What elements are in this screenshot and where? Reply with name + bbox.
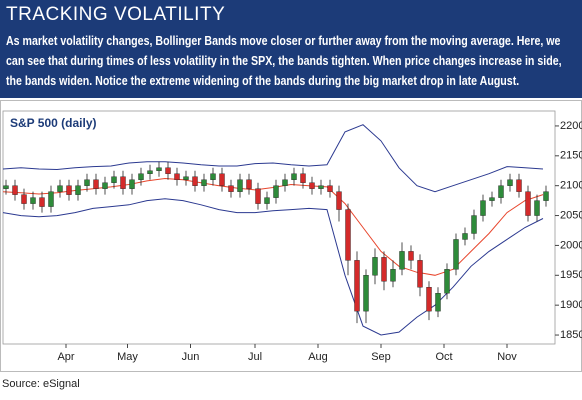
candle-body [156,167,162,171]
candle-body [147,170,153,174]
candle-body [471,215,477,234]
candle-body [444,269,450,294]
candle-body [453,239,459,270]
candle-body [48,191,54,207]
x-tick-label: Apr [57,351,74,363]
upper-band [2,124,544,193]
chart-title: S&P 500 (daily) [10,116,96,130]
candle-body [111,176,117,183]
candle-body [264,197,270,204]
candle-body [435,293,441,312]
middle-band [2,177,544,276]
candle-body [183,176,189,180]
candle-body [237,179,243,192]
y-tick-label: 2200 [560,120,582,132]
y-tick-label: 2050 [560,209,582,221]
y-tick-label: 2150 [560,150,582,162]
x-tick-label: Aug [308,351,328,363]
candle-body [165,167,171,174]
candle-body [174,173,180,180]
candle-body [129,179,135,189]
candle-body [246,179,252,189]
candle-body [480,200,486,216]
candle-body [363,275,369,312]
y-tick-label: 1850 [560,329,582,341]
candle-body [489,197,495,201]
candle-body [336,191,342,210]
description-box: As market volatility changes, Bollinger … [0,28,582,98]
candle-body [318,185,324,189]
candle-body [201,179,207,186]
candle-body [255,188,261,204]
x-tick-label: Nov [497,351,517,363]
candle-body [219,173,225,186]
candle-body [498,185,504,198]
candle-body [84,179,90,186]
candle-body [399,251,405,270]
candle-body [39,197,45,207]
candle-body [300,173,306,183]
x-tick-label: Sep [371,351,391,363]
y-tick-label: 2100 [560,180,582,192]
candle-body [192,176,198,186]
candle-body [462,233,468,240]
candle-body [57,185,63,192]
candle-body [120,176,126,189]
candle-body [426,287,432,312]
lower-band [2,198,544,336]
x-tick-label: Oct [435,351,452,363]
candle-body [282,179,288,186]
candle-body [408,251,414,261]
candle-body [30,197,36,204]
candle-body [210,173,216,180]
candle-body [21,194,27,204]
candle-body [354,260,360,312]
candle-body [66,185,72,195]
candle-body [345,209,351,261]
candle-body [381,257,387,282]
x-tick-label: May [117,351,138,363]
candle-body [291,173,297,180]
candle-body [390,269,396,282]
source: Source: eSignal [2,378,80,390]
plot-area [2,110,556,345]
candle-body [372,257,378,276]
candle-body [75,185,81,195]
candle-body [273,185,279,198]
y-tick-label: 1950 [560,269,582,281]
candle-body [12,185,18,195]
title: TRACKING VOLATILITY [0,0,582,28]
candle-body [309,182,315,189]
candle-body [417,260,423,288]
candle-body [507,179,513,186]
candle-body [327,185,333,192]
x-tick-label: Jul [248,351,262,363]
y-tick-label: 1900 [560,299,582,311]
candle-body [102,182,108,189]
candle-body [138,173,144,180]
candle-body [534,200,540,216]
candle-body [93,179,99,189]
candle-body [228,185,234,192]
candle-body [525,191,531,216]
y-tick-label: 2000 [560,239,582,251]
description: As market volatility changes, Bollinger … [6,34,562,88]
candle-body [516,179,522,192]
x-tick-label: Jun [182,351,200,363]
candle-body [543,191,549,201]
candle-body [3,185,9,189]
